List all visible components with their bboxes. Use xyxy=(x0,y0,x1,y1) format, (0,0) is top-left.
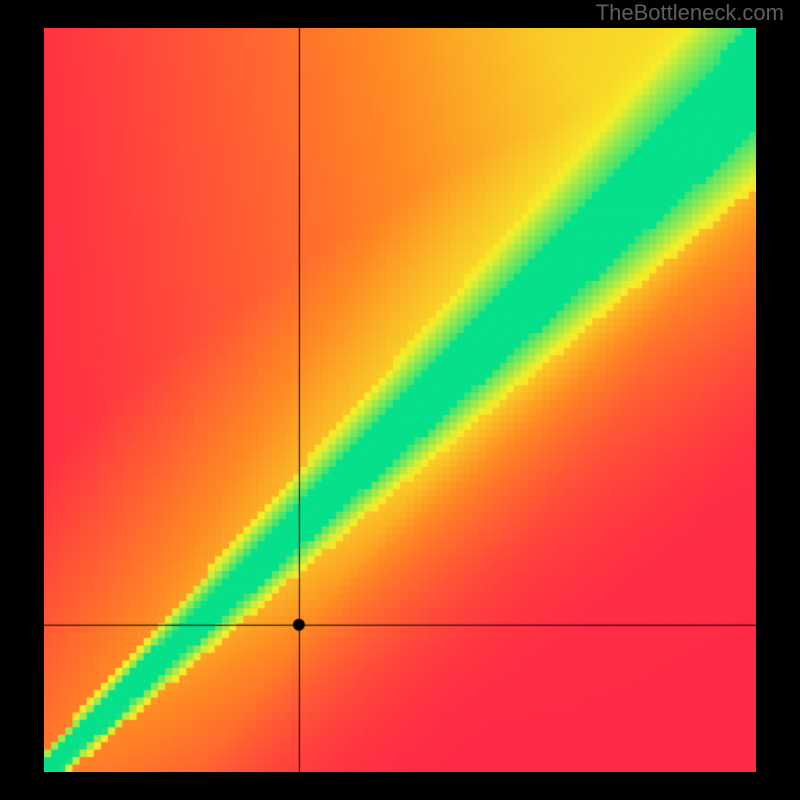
chart-container: TheBottleneck.com xyxy=(0,0,800,800)
watermark-label: TheBottleneck.com xyxy=(596,0,784,26)
heatmap-canvas xyxy=(44,28,756,772)
